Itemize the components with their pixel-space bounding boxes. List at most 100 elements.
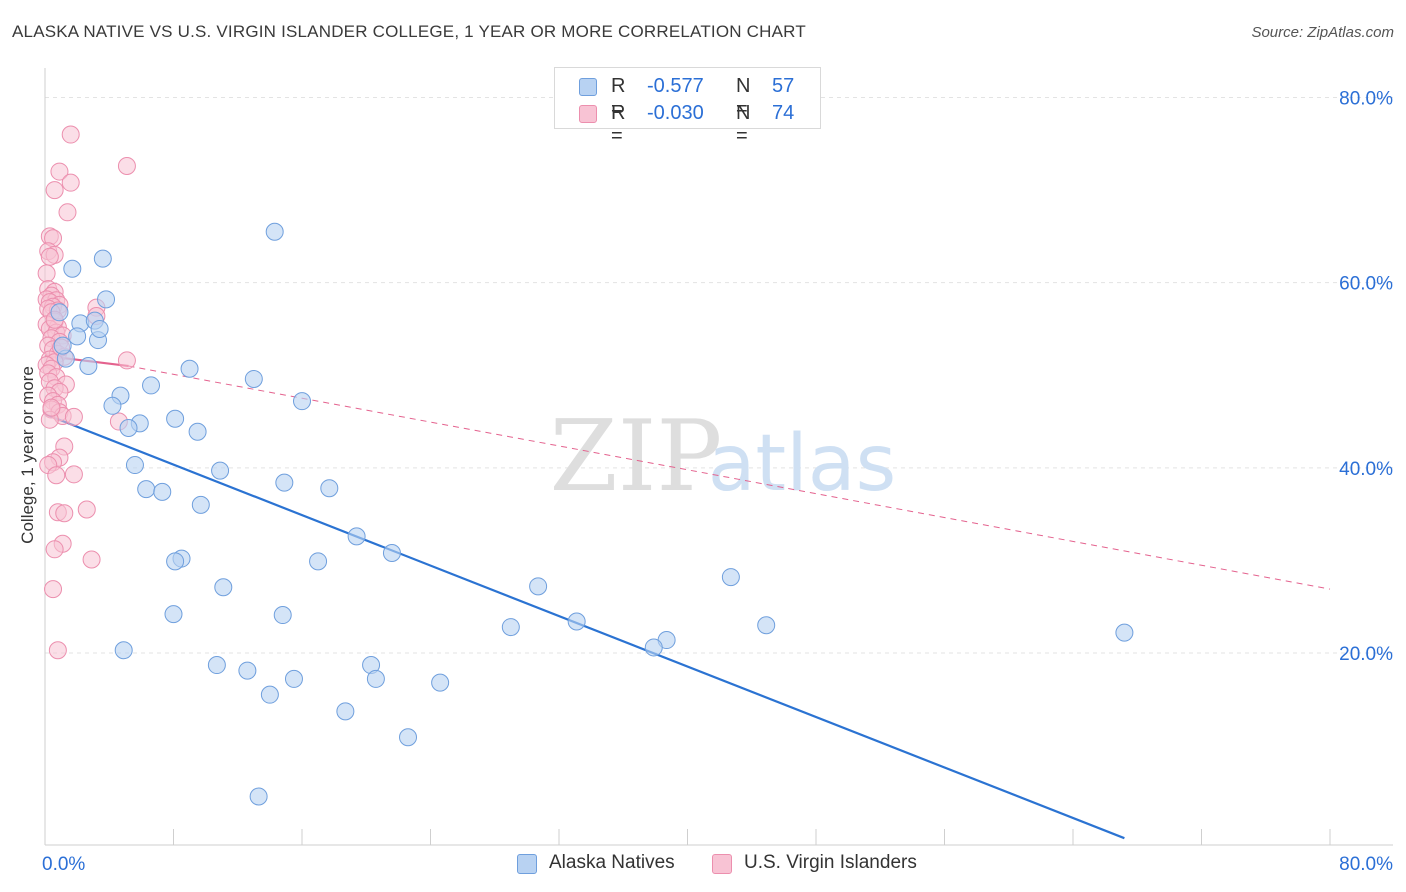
point-alaska-natives bbox=[191, 495, 210, 514]
point-virgin-islanders bbox=[50, 162, 69, 181]
bottom-legend-label: U.S. Virgin Islanders bbox=[744, 852, 917, 873]
point-alaska-natives bbox=[114, 641, 133, 660]
trendline-alaska-natives bbox=[44, 413, 1125, 840]
point-virgin-islanders bbox=[47, 466, 66, 485]
point-alaska-natives bbox=[501, 618, 520, 637]
point-alaska-natives bbox=[188, 422, 207, 441]
point-alaska-natives bbox=[68, 327, 87, 346]
gridlines bbox=[45, 97, 1393, 654]
point-virgin-islanders bbox=[37, 264, 56, 283]
point-alaska-natives bbox=[721, 568, 740, 587]
legend-r-value: -0.030 bbox=[647, 102, 704, 124]
watermark-zip: ZIP bbox=[550, 400, 723, 514]
bottom-legend-label: Alaska Natives bbox=[549, 852, 675, 873]
point-alaska-natives bbox=[249, 787, 268, 806]
point-alaska-natives bbox=[93, 249, 112, 268]
watermark-atlas: atlas bbox=[708, 419, 897, 509]
point-alaska-natives bbox=[166, 552, 185, 571]
y-axis-label: College, 1 year or more bbox=[18, 366, 37, 544]
point-virgin-islanders bbox=[77, 500, 96, 519]
point-virgin-islanders bbox=[44, 580, 63, 599]
legend-n-value: 57 bbox=[772, 75, 795, 97]
legend-swatch-alaska-natives bbox=[579, 78, 597, 96]
point-alaska-natives bbox=[238, 661, 257, 680]
point-alaska-natives bbox=[757, 616, 776, 635]
legend-r-value: -0.577 bbox=[647, 75, 704, 97]
point-alaska-natives bbox=[293, 392, 311, 411]
point-alaska-natives bbox=[180, 359, 199, 378]
point-alaska-natives bbox=[211, 461, 230, 480]
point-alaska-natives bbox=[265, 222, 284, 241]
axes bbox=[44, 68, 1393, 846]
point-alaska-natives bbox=[63, 259, 82, 278]
point-alaska-natives bbox=[214, 578, 233, 597]
point-alaska-natives bbox=[153, 482, 172, 501]
point-virgin-islanders bbox=[117, 351, 136, 370]
point-alaska-natives bbox=[142, 376, 161, 395]
point-alaska-natives bbox=[164, 605, 183, 624]
point-virgin-islanders bbox=[48, 641, 67, 660]
point-alaska-natives bbox=[53, 336, 72, 355]
point-alaska-natives bbox=[309, 552, 328, 571]
point-alaska-natives bbox=[125, 456, 144, 475]
legend-n-label: N = bbox=[736, 75, 751, 120]
tick-labels: 20.0% 40.0% 60.0% 80.0% 0.0% 80.0% bbox=[42, 89, 1393, 876]
point-virgin-islanders bbox=[42, 398, 61, 417]
point-virgin-islanders bbox=[40, 247, 59, 266]
point-virgin-islanders bbox=[45, 181, 64, 200]
x-tick-label: 0.0% bbox=[42, 854, 85, 875]
alaska-natives-points bbox=[50, 222, 1134, 806]
point-alaska-natives bbox=[79, 356, 98, 375]
point-alaska-natives bbox=[137, 480, 156, 499]
point-alaska-natives bbox=[366, 669, 385, 688]
point-virgin-islanders bbox=[45, 540, 64, 559]
point-virgin-islanders bbox=[64, 407, 83, 426]
point-alaska-natives bbox=[1115, 623, 1134, 642]
point-alaska-natives bbox=[399, 728, 418, 747]
legend-n-label: N = bbox=[736, 102, 751, 147]
point-alaska-natives bbox=[273, 606, 292, 625]
point-virgin-islanders bbox=[61, 173, 80, 192]
legend-swatch-virgin-islanders bbox=[579, 105, 597, 123]
y-tick-label: 80.0% bbox=[1339, 89, 1393, 110]
legend-n-value: 74 bbox=[772, 102, 795, 124]
point-alaska-natives bbox=[529, 577, 548, 596]
bottom-legend-swatch-virgin-islanders bbox=[712, 854, 732, 874]
point-alaska-natives bbox=[260, 685, 279, 704]
alaska-natives-trendline bbox=[44, 413, 1125, 840]
watermark: ZIP atlas bbox=[550, 400, 897, 514]
point-alaska-natives bbox=[431, 673, 450, 692]
chart-title: ALASKA NATIVE VS U.S. VIRGIN ISLANDER CO… bbox=[12, 22, 806, 41]
source-label: Source: ZipAtlas.com bbox=[1251, 24, 1394, 41]
point-alaska-natives bbox=[207, 656, 226, 675]
point-alaska-natives bbox=[50, 303, 69, 322]
trendline-virgin-islanders-dashed bbox=[128, 365, 1331, 590]
legend-r-label: R = bbox=[611, 102, 626, 147]
bottom-legend-swatch-alaska-natives bbox=[517, 854, 537, 874]
point-alaska-natives bbox=[336, 702, 355, 721]
point-alaska-natives bbox=[103, 396, 122, 415]
point-alaska-natives bbox=[644, 638, 663, 657]
point-virgin-islanders bbox=[61, 125, 80, 144]
point-alaska-natives bbox=[320, 479, 339, 498]
legend-r-label: R = bbox=[611, 75, 626, 120]
point-alaska-natives bbox=[275, 473, 294, 492]
point-virgin-islanders bbox=[117, 157, 136, 176]
point-alaska-natives bbox=[567, 612, 586, 631]
y-tick-label: 60.0% bbox=[1339, 274, 1393, 295]
point-alaska-natives bbox=[90, 319, 109, 338]
x-tick-label: 80.0% bbox=[1339, 854, 1393, 875]
point-virgin-islanders bbox=[82, 550, 101, 569]
point-alaska-natives bbox=[166, 409, 185, 428]
correlation-legend: R = -0.577 N = 57 R = -0.030 N = 74 bbox=[554, 67, 821, 147]
y-tick-label: 40.0% bbox=[1339, 459, 1393, 480]
point-virgin-islanders bbox=[58, 203, 77, 222]
point-alaska-natives bbox=[97, 290, 116, 309]
point-alaska-natives bbox=[382, 544, 401, 563]
point-virgin-islanders bbox=[64, 465, 83, 484]
point-alaska-natives bbox=[284, 669, 303, 688]
y-tick-label: 20.0% bbox=[1339, 644, 1393, 665]
point-virgin-islanders bbox=[55, 504, 74, 523]
point-alaska-natives bbox=[119, 419, 138, 438]
